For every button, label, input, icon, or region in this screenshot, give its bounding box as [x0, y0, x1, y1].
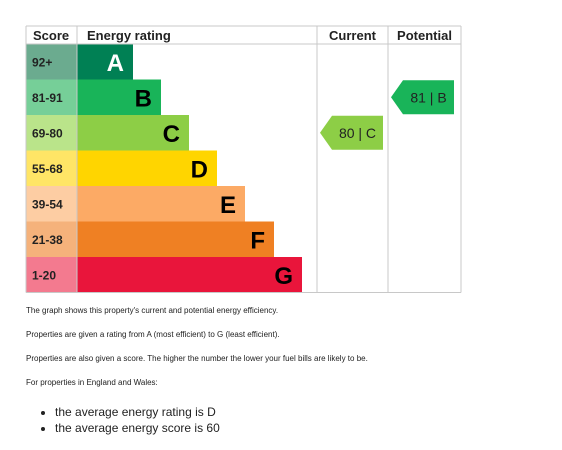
score-cell-f: [26, 221, 77, 257]
score-cell-a: [26, 44, 77, 80]
rating-letter-a: A: [107, 50, 124, 77]
header-potential: Potential: [397, 28, 452, 43]
score-cell-g: [26, 257, 77, 293]
averages-list: the average energy rating is D the avera…: [38, 404, 220, 436]
header-energy-rating: Energy rating: [87, 28, 171, 43]
note-score: Properties are also given a score. The h…: [26, 354, 368, 363]
rating-letter-g: G: [274, 263, 293, 290]
score-label-d: 55-68: [32, 162, 63, 176]
score-label-e: 39-54: [32, 197, 63, 211]
current-rating-arrow: [320, 115, 383, 150]
rating-bar-d: [77, 150, 217, 186]
score-label-c: 69-80: [32, 126, 63, 140]
rating-bar-e: [77, 186, 245, 222]
header-score: Score: [33, 28, 69, 43]
rating-bar-f: [77, 221, 274, 257]
note-rating: Properties are given a rating from A (mo…: [26, 330, 280, 339]
rating-letter-b: B: [135, 85, 152, 112]
score-label-f: 21-38: [32, 233, 63, 247]
score-label-g: 1-20: [32, 268, 56, 282]
score-cell-d: [26, 150, 77, 186]
header-current: Current: [329, 28, 377, 43]
explanation-text: The graph shows this property's current …: [26, 306, 546, 402]
rating-bar-a: [77, 44, 133, 80]
rating-letter-e: E: [220, 192, 236, 219]
potential-rating-arrow: [391, 80, 454, 115]
note-graph: The graph shows this property's current …: [26, 306, 279, 315]
average-score-item: the average energy score is 60: [55, 420, 220, 436]
potential-rating-label: 81 | B: [410, 89, 446, 105]
current-rating-label: 80 | C: [339, 125, 376, 141]
rating-bar-b: [77, 79, 161, 115]
score-label-b: 81-91: [32, 91, 63, 105]
rating-letter-f: F: [250, 227, 265, 254]
score-cell-e: [26, 186, 77, 222]
rating-letter-c: C: [163, 121, 180, 148]
score-cell-c: [26, 115, 77, 151]
rating-letter-d: D: [191, 156, 208, 183]
score-cell-b: [26, 79, 77, 115]
average-rating-item: the average energy rating is D: [55, 404, 220, 420]
rating-bar-g: [77, 257, 302, 293]
epc-chart: Score Energy rating Current Potential 92+ A 81…: [25, 25, 462, 293]
note-region: For properties in England and Wales:: [26, 378, 158, 387]
rating-bar-c: [77, 115, 189, 151]
score-label-a: 92+: [32, 55, 52, 69]
